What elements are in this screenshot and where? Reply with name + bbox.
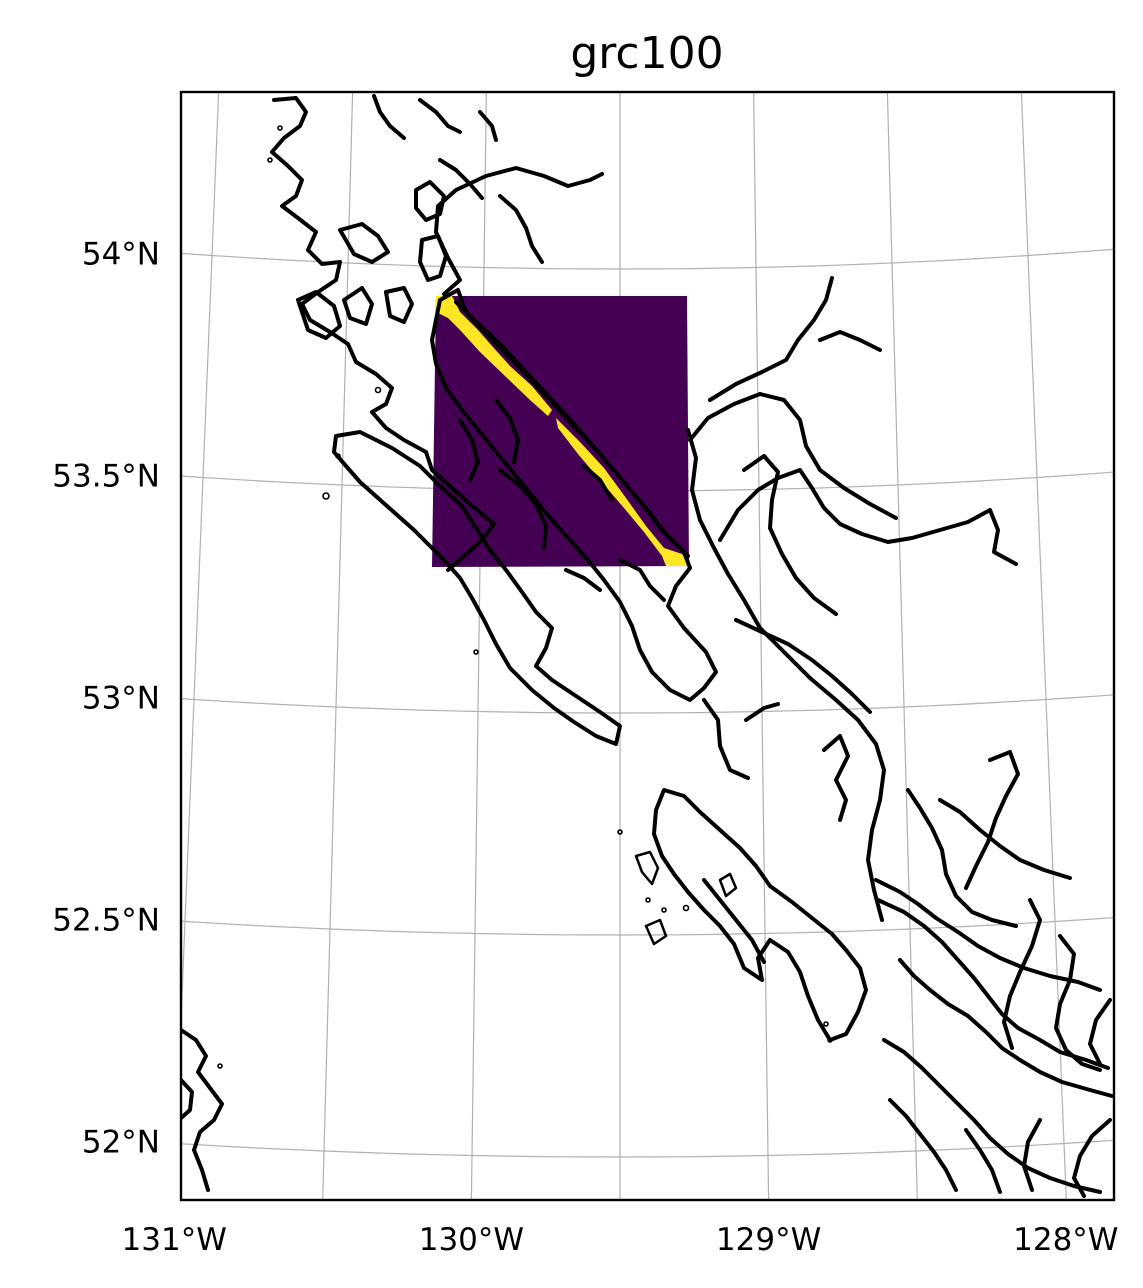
x-tick-label: 128°W bbox=[1013, 1222, 1118, 1258]
y-tick-label: 54°N bbox=[82, 237, 160, 273]
longitude-gridline bbox=[181, 92, 220, 1035]
graticule bbox=[21, 23, 1114, 1266]
y-axis-tick-labels: 54°N 53.5°N 53°N 52.5°N 52°N bbox=[52, 237, 160, 1161]
y-tick-label: 52°N bbox=[82, 1125, 160, 1161]
x-tick-label: 130°W bbox=[419, 1222, 524, 1258]
longitude-gridline bbox=[753, 92, 770, 1200]
raster-cell-highlight bbox=[436, 296, 687, 566]
x-tick-label: 129°W bbox=[716, 1222, 821, 1258]
coastlines bbox=[181, 94, 1114, 1198]
map-title: grc100 bbox=[570, 28, 723, 79]
y-tick-label: 52.5°N bbox=[52, 903, 160, 939]
longitude-gridline bbox=[886, 92, 918, 1200]
longitude-gridline bbox=[1020, 92, 1067, 1200]
map-frame bbox=[179, 90, 1116, 1202]
x-axis-tick-labels: 131°W 130°W 129°W 128°W bbox=[122, 1222, 1119, 1258]
y-tick-label: 53.5°N bbox=[52, 459, 160, 495]
latitude-gridline bbox=[181, 248, 1114, 270]
y-tick-label: 53°N bbox=[82, 681, 160, 717]
data-raster bbox=[432, 296, 689, 567]
longitude-gridline bbox=[470, 92, 487, 1200]
longitude-gridline bbox=[21, 23, 88, 1266]
x-tick-label: 131°W bbox=[122, 1222, 227, 1258]
